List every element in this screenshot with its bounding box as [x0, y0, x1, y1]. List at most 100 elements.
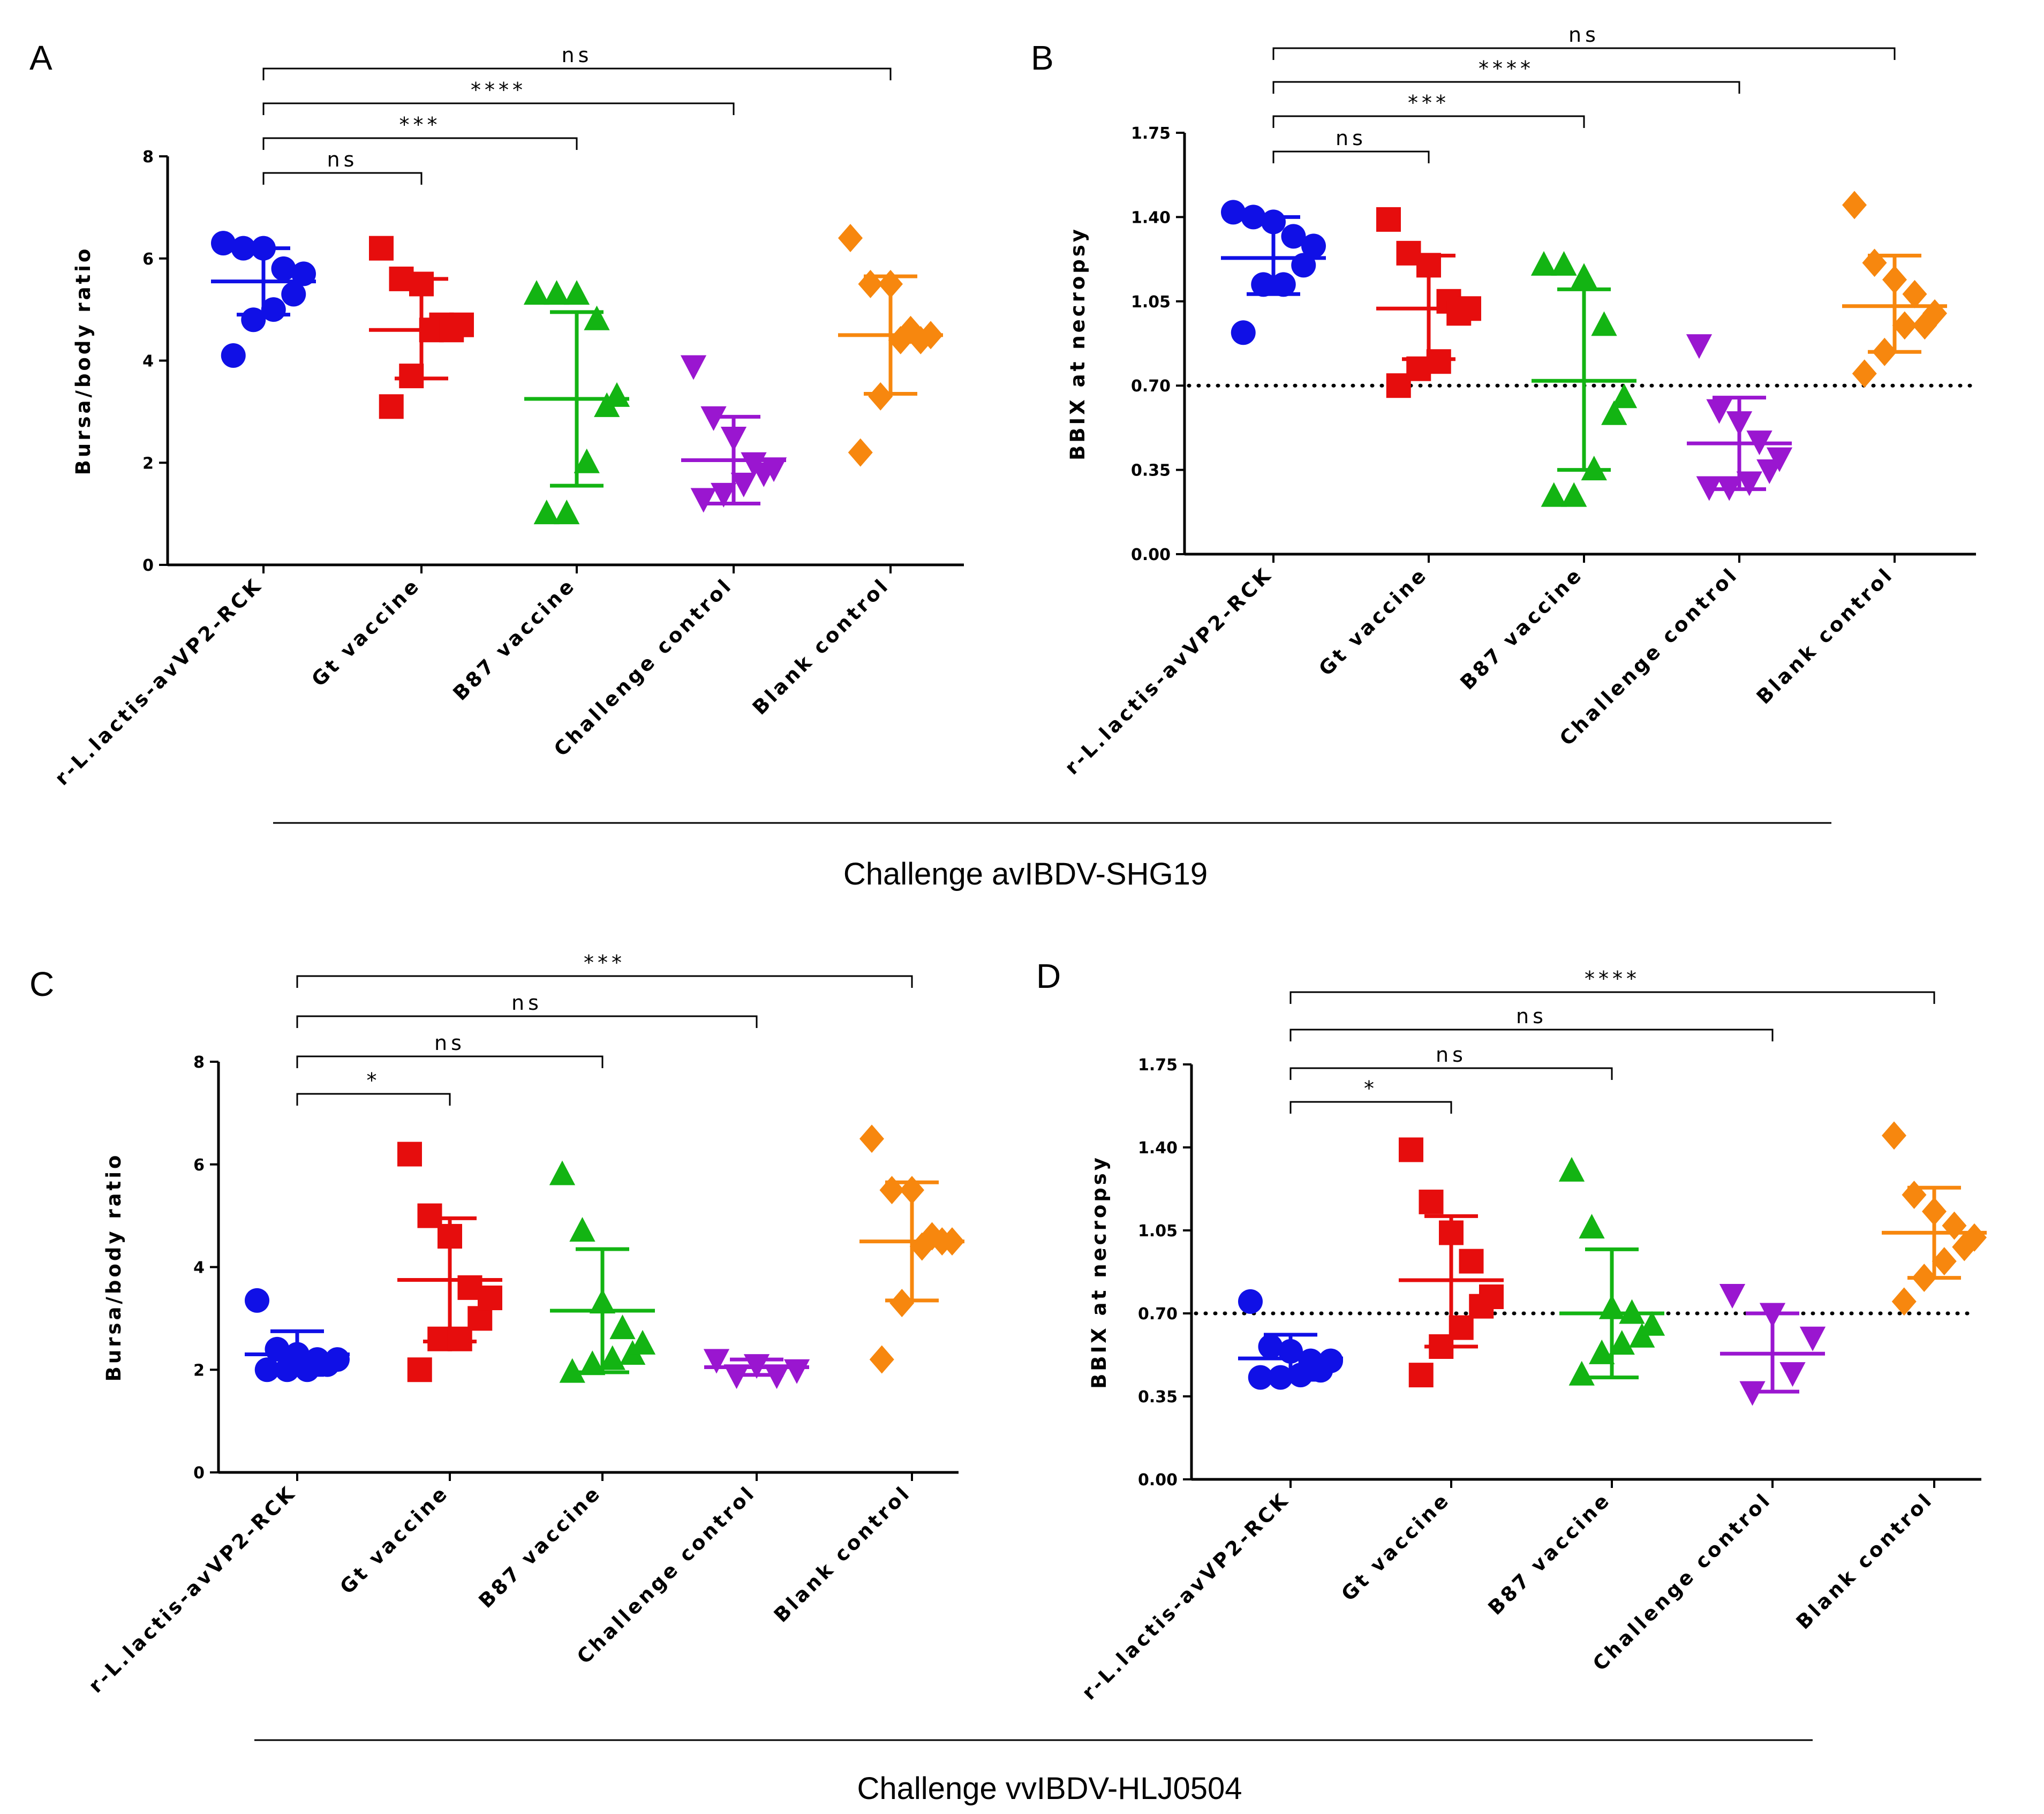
- x-category-label: r-L.lactis-avVP2-RCK: [1060, 563, 1277, 779]
- significance-label: ns: [1436, 1043, 1467, 1067]
- data-point: [1238, 1289, 1263, 1314]
- data-point: [523, 280, 550, 305]
- data-point: [1882, 1121, 1906, 1150]
- y-tick-label: 0: [142, 556, 154, 575]
- data-point: [1268, 1365, 1293, 1390]
- data-point: [1716, 476, 1743, 501]
- data-point: [1872, 337, 1897, 366]
- significance-label: *: [367, 1069, 381, 1092]
- data-point: [291, 261, 316, 286]
- significance-bracket: ns: [262, 43, 892, 80]
- data-point: [559, 1358, 585, 1383]
- significance-label: ns: [1516, 1004, 1547, 1028]
- data-point: [918, 321, 943, 350]
- group-2: [549, 1160, 656, 1383]
- data-point: [1952, 1233, 1977, 1261]
- data-point: [858, 269, 883, 298]
- data-point: [1759, 1303, 1786, 1328]
- data-point: [1892, 311, 1917, 340]
- data-point: [589, 1289, 616, 1314]
- y-tick-label: 4: [193, 1259, 205, 1278]
- x-category-label: r-L.lactis-avVP2-RCK: [84, 1481, 300, 1697]
- y-tick-label: 2: [142, 454, 154, 473]
- x-category-label: B87 vaccine: [449, 573, 580, 705]
- y-tick-label: 4: [142, 352, 154, 371]
- significance-bracket: ns: [262, 148, 423, 185]
- panel-c: C 0 2 4 6 8 Bursa/body ratio r-L.lactis-avVP2-R…: [29, 951, 964, 1697]
- panel-letter: B: [1031, 39, 1054, 77]
- significance-bracket: ***: [1272, 91, 1585, 128]
- panel-a: A 0 2 4 6 8 Bursa/body ratio r-L.lactis-avVP2-R…: [29, 39, 964, 790]
- data-point: [1261, 209, 1286, 235]
- group-4: [838, 224, 943, 467]
- significance-bracket: ns: [1289, 1043, 1613, 1080]
- data-point: [1842, 191, 1867, 220]
- group-1: [1399, 1137, 1504, 1388]
- data-point: [783, 1359, 810, 1384]
- data-point: [1591, 311, 1617, 336]
- significance-bracket: ns: [1272, 126, 1430, 163]
- significance-bracket: ns: [296, 1031, 604, 1068]
- x-category-label: Blank control: [1752, 563, 1898, 709]
- y-tick-label: 0.35: [1131, 462, 1171, 480]
- y-tick-label: 8: [193, 1053, 205, 1072]
- data-point: [251, 236, 276, 261]
- data-point: [730, 472, 757, 497]
- y-tick-label: 1.75: [1131, 124, 1171, 143]
- x-category-label: r-L.lactis-avVP2-RCK: [1077, 1488, 1294, 1704]
- data-point: [1589, 1339, 1615, 1364]
- significance-bracket: ns: [1289, 1004, 1774, 1041]
- data-point: [407, 1357, 432, 1382]
- group-1: [369, 236, 474, 419]
- data-point: [1271, 272, 1296, 297]
- data-point: [221, 343, 246, 368]
- data-point: [417, 1203, 442, 1228]
- data-point: [703, 1349, 730, 1374]
- significance-label: ***: [1408, 91, 1450, 115]
- data-point: [1449, 1315, 1474, 1340]
- data-point: [1601, 400, 1627, 425]
- group-0: [1238, 1289, 1343, 1390]
- data-point: [399, 364, 424, 389]
- data-point: [1746, 430, 1773, 456]
- data-point: [554, 500, 580, 525]
- data-point: [1551, 251, 1577, 276]
- challenge-label-bottom: Challenge vvIBDV-HLJ0504: [857, 1771, 1242, 1806]
- significance-bracket: ****: [262, 78, 735, 115]
- data-point: [533, 500, 560, 525]
- data-point: [868, 382, 893, 411]
- data-point: [1766, 447, 1793, 472]
- data-point: [1962, 1223, 1987, 1252]
- data-point: [467, 1306, 493, 1331]
- significance-label: ns: [562, 43, 593, 67]
- y-tick-label: 1.05: [1131, 293, 1171, 312]
- data-point: [397, 1142, 422, 1167]
- data-point: [1639, 1311, 1665, 1336]
- data-point: [438, 1223, 462, 1249]
- data-point: [369, 236, 394, 261]
- data-point: [1251, 272, 1276, 297]
- significance-label: ****: [1479, 57, 1534, 80]
- data-point: [1922, 299, 1947, 328]
- data-point: [584, 305, 610, 330]
- data-point: [569, 1216, 595, 1242]
- data-point: [245, 1288, 269, 1313]
- data-point: [1912, 311, 1937, 340]
- x-category-label: Challenge control: [549, 573, 737, 761]
- data-point: [879, 1176, 904, 1205]
- data-point: [1248, 1365, 1273, 1390]
- data-point: [1301, 233, 1326, 259]
- y-tick-label: 0.00: [1138, 1471, 1178, 1490]
- group-2: [1558, 1157, 1665, 1386]
- significance-label: ns: [511, 991, 542, 1015]
- data-point: [1530, 251, 1557, 276]
- data-point: [1891, 1287, 1917, 1316]
- data-point: [1291, 253, 1316, 278]
- significance-bracket: ****: [1289, 967, 1935, 1004]
- data-point: [449, 312, 474, 337]
- panel-d: D 0.00 0.35 0.70 1.05 1.40 1.75 BBIX at necrops…: [1036, 957, 1987, 1704]
- data-point: [1439, 1220, 1464, 1245]
- x-category-label: Challenge control: [1588, 1488, 1776, 1675]
- group-0: [211, 231, 316, 368]
- group-2: [523, 280, 630, 525]
